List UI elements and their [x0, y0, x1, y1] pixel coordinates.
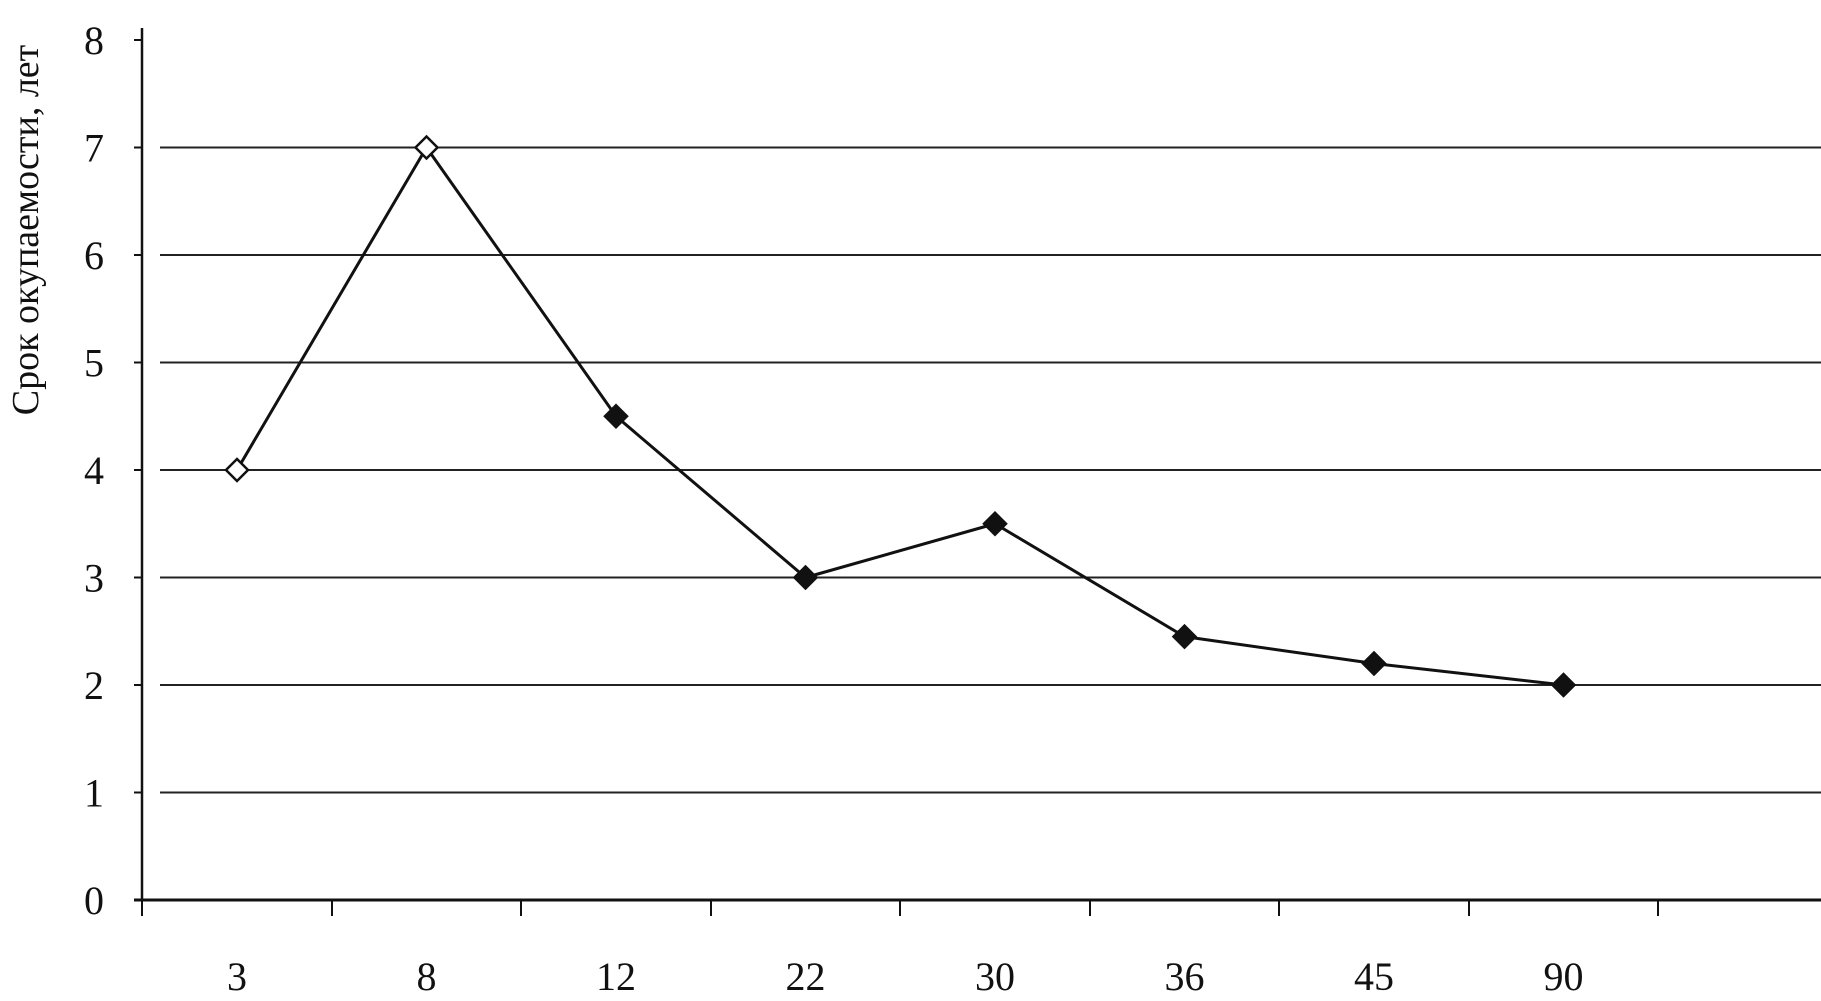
data-point — [413, 134, 440, 161]
y-tick-label: 5 — [84, 341, 104, 386]
x-tick-label: 30 — [975, 954, 1015, 996]
data-point — [1171, 623, 1198, 650]
x-tick-labels: 3 8 12 22 30 36 45 90 — [227, 954, 1584, 999]
y-tick-labels: 0 1 2 3 4 5 6 7 8 — [84, 18, 104, 923]
x-tick-label: 45 — [1354, 954, 1394, 996]
series-line — [235, 146, 1564, 687]
y-tick-label: 4 — [84, 448, 104, 493]
y-tick-label: 0 — [84, 878, 104, 923]
data-point — [603, 403, 629, 430]
data-point — [792, 564, 819, 591]
x-tick-label: 36 — [1165, 954, 1205, 996]
y-axis-title: Срок окупаемости, лет — [5, 44, 47, 415]
y-tick-label: 6 — [84, 233, 104, 278]
axes — [134, 28, 1821, 916]
data-point — [1361, 650, 1387, 677]
series-markers — [224, 134, 1577, 698]
grid-lines — [160, 146, 1821, 794]
x-tick-label: 22 — [786, 954, 826, 996]
data-point — [1550, 672, 1577, 698]
x-tick-label: 12 — [596, 954, 636, 996]
x-tick-label: 90 — [1544, 954, 1584, 996]
x-tick-label: 3 — [227, 954, 247, 996]
data-point — [224, 457, 250, 483]
data-point — [982, 510, 1008, 537]
y-tick-label: 2 — [84, 663, 104, 708]
y-tick-label: 8 — [84, 18, 104, 63]
y-tick-label: 3 — [84, 556, 104, 601]
y-tick-label: 7 — [84, 126, 104, 171]
x-tick-label: 8 — [417, 954, 437, 996]
y-tick-label: 1 — [84, 771, 104, 816]
series-line-0 — [235, 146, 1564, 687]
